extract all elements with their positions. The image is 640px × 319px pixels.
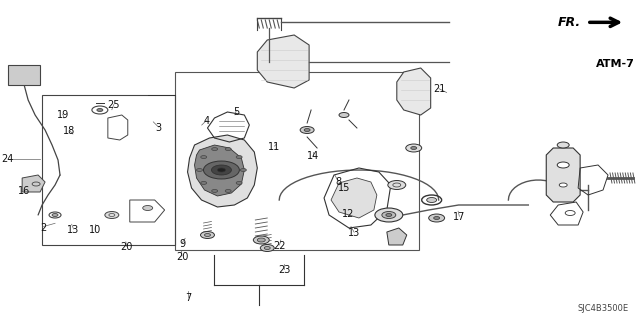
Circle shape [388, 181, 406, 189]
Circle shape [260, 244, 275, 251]
Text: 16: 16 [19, 186, 31, 197]
Polygon shape [8, 65, 40, 85]
Polygon shape [547, 148, 580, 202]
Text: 12: 12 [342, 209, 354, 219]
Text: 17: 17 [453, 212, 465, 222]
Circle shape [204, 161, 239, 179]
Circle shape [300, 127, 314, 133]
Circle shape [196, 168, 202, 172]
Text: 24: 24 [2, 154, 14, 165]
Text: 23: 23 [278, 264, 290, 275]
Circle shape [304, 129, 310, 131]
Text: 13: 13 [67, 225, 80, 235]
Text: 7: 7 [185, 293, 191, 303]
Polygon shape [331, 178, 377, 218]
Text: 11: 11 [268, 142, 280, 152]
Circle shape [257, 238, 265, 242]
Text: 14: 14 [307, 151, 319, 161]
Circle shape [52, 213, 58, 217]
Polygon shape [387, 228, 407, 245]
Circle shape [236, 182, 242, 184]
Text: FR.: FR. [557, 16, 580, 29]
Circle shape [339, 113, 349, 117]
Circle shape [236, 156, 242, 159]
Text: 4: 4 [203, 116, 209, 126]
Text: 10: 10 [88, 225, 100, 235]
Circle shape [212, 148, 218, 151]
Circle shape [200, 232, 214, 239]
Circle shape [205, 234, 211, 236]
Circle shape [557, 162, 569, 168]
Text: 3: 3 [156, 122, 161, 133]
Text: 15: 15 [339, 183, 351, 193]
Circle shape [241, 168, 246, 172]
Circle shape [406, 144, 422, 152]
Circle shape [434, 217, 440, 219]
Polygon shape [22, 175, 45, 192]
Circle shape [211, 165, 232, 175]
Circle shape [427, 197, 436, 203]
Text: 25: 25 [108, 100, 120, 110]
Circle shape [212, 189, 218, 192]
Circle shape [218, 168, 225, 172]
Circle shape [225, 189, 231, 192]
Circle shape [386, 213, 392, 217]
Polygon shape [397, 68, 431, 115]
Circle shape [201, 182, 207, 184]
Text: 5: 5 [233, 107, 239, 117]
Circle shape [557, 142, 569, 148]
Circle shape [264, 247, 270, 249]
Text: 21: 21 [433, 84, 445, 94]
Text: ATM-7: ATM-7 [596, 59, 635, 69]
Text: 2: 2 [40, 223, 47, 233]
Text: 20: 20 [120, 242, 132, 252]
Bar [175, 72, 419, 250]
Polygon shape [188, 135, 257, 207]
Circle shape [143, 205, 153, 211]
Circle shape [559, 183, 567, 187]
Circle shape [97, 108, 103, 112]
Text: SJC4B3500E: SJC4B3500E [577, 304, 628, 313]
Text: 18: 18 [63, 126, 76, 136]
Circle shape [201, 156, 207, 159]
Circle shape [429, 214, 445, 222]
Text: 13: 13 [348, 228, 360, 238]
Circle shape [375, 208, 403, 222]
Polygon shape [195, 145, 244, 196]
Polygon shape [257, 35, 309, 88]
Circle shape [225, 148, 231, 151]
Circle shape [411, 146, 417, 150]
Text: 8: 8 [335, 177, 341, 187]
Text: 22: 22 [273, 241, 286, 251]
Text: 20: 20 [176, 252, 188, 262]
Bar [42, 95, 175, 245]
Circle shape [253, 236, 269, 244]
Text: 9: 9 [179, 239, 185, 249]
Circle shape [382, 211, 396, 219]
Text: 19: 19 [56, 110, 69, 120]
Circle shape [105, 211, 119, 219]
